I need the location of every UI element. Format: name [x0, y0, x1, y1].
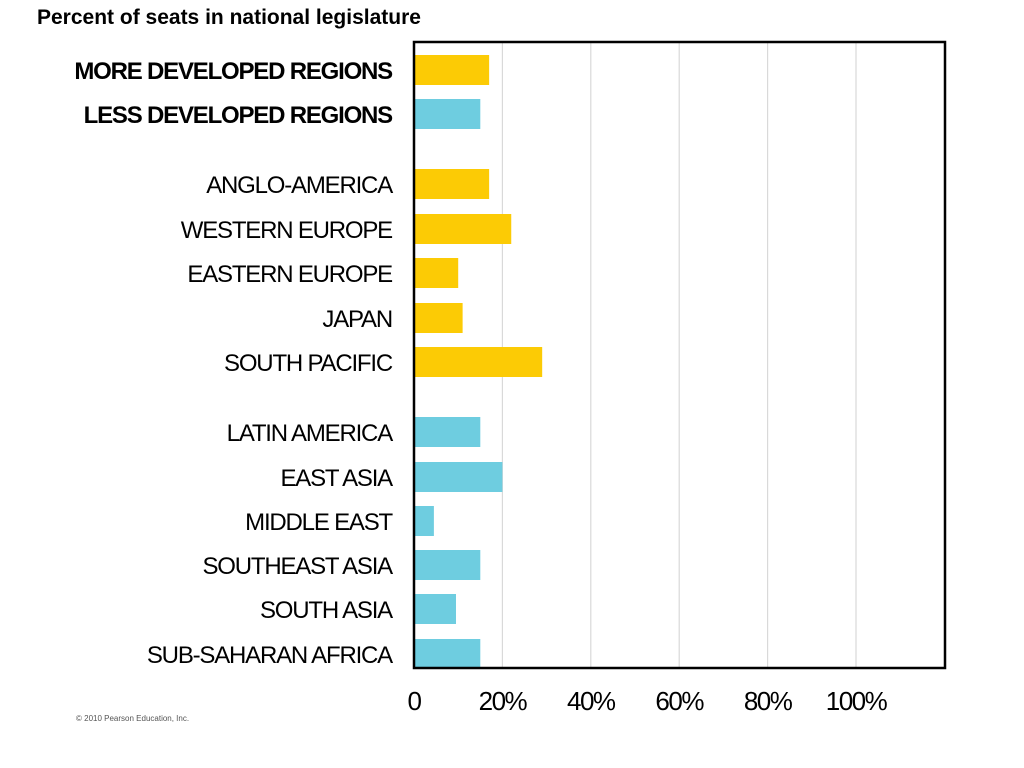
copyright-notice: © 2010 Pearson Education, Inc. — [76, 714, 190, 723]
x-tick-label: 60% — [655, 686, 704, 716]
bar-japan — [414, 303, 463, 333]
category-label: SOUTHEAST ASIA — [203, 553, 394, 580]
category-label: MIDDLE EAST — [245, 509, 393, 536]
category-label: EASTERN EUROPE — [187, 261, 392, 288]
x-tick-label: 80% — [744, 686, 793, 716]
bar-latin-america — [414, 417, 481, 447]
category-label: ANGLO-AMERICA — [206, 172, 393, 199]
plot-frame — [412, 40, 947, 670]
bar-anglo-america — [414, 169, 490, 199]
bar-western-europe — [414, 214, 512, 244]
bar-more-developed-regions — [414, 55, 490, 85]
bar-middle-east — [414, 506, 434, 536]
category-label: SUB-SAHARAN AFRICA — [147, 642, 393, 669]
grid-lines — [501, 42, 857, 668]
category-label: EAST ASIA — [281, 465, 394, 492]
x-tick-label: 20% — [479, 686, 528, 716]
bars — [414, 55, 543, 669]
category-label: LESS DEVELOPED REGIONS — [84, 102, 394, 129]
category-label: WESTERN EUROPE — [181, 217, 392, 244]
category-labels: MORE DEVELOPED REGIONS LESS DEVELOPED REG… — [74, 58, 394, 669]
bar-southeast-asia — [414, 550, 481, 580]
x-tick-label: 0 — [408, 686, 422, 716]
category-label: LATIN AMERICA — [227, 420, 394, 447]
bar-less-developed-regions — [414, 99, 481, 129]
category-label: SOUTH PACIFIC — [224, 350, 393, 377]
page-title: Percent of seats in national legislature — [37, 6, 421, 29]
category-label: JAPAN — [322, 306, 392, 333]
bar-south-asia — [414, 594, 456, 624]
bar-south-pacific — [414, 347, 543, 377]
category-label: SOUTH ASIA — [260, 597, 393, 624]
x-tick-label: 100% — [826, 686, 888, 716]
bar-eastern-europe — [414, 258, 459, 288]
category-label: MORE DEVELOPED REGIONS — [74, 58, 393, 85]
x-tick-labels: 0 20% 40% 60% 80% 100% — [408, 686, 890, 716]
bar-east-asia — [414, 462, 503, 492]
bar-sub-saharan-africa — [414, 639, 481, 669]
x-tick-label: 40% — [567, 686, 616, 716]
